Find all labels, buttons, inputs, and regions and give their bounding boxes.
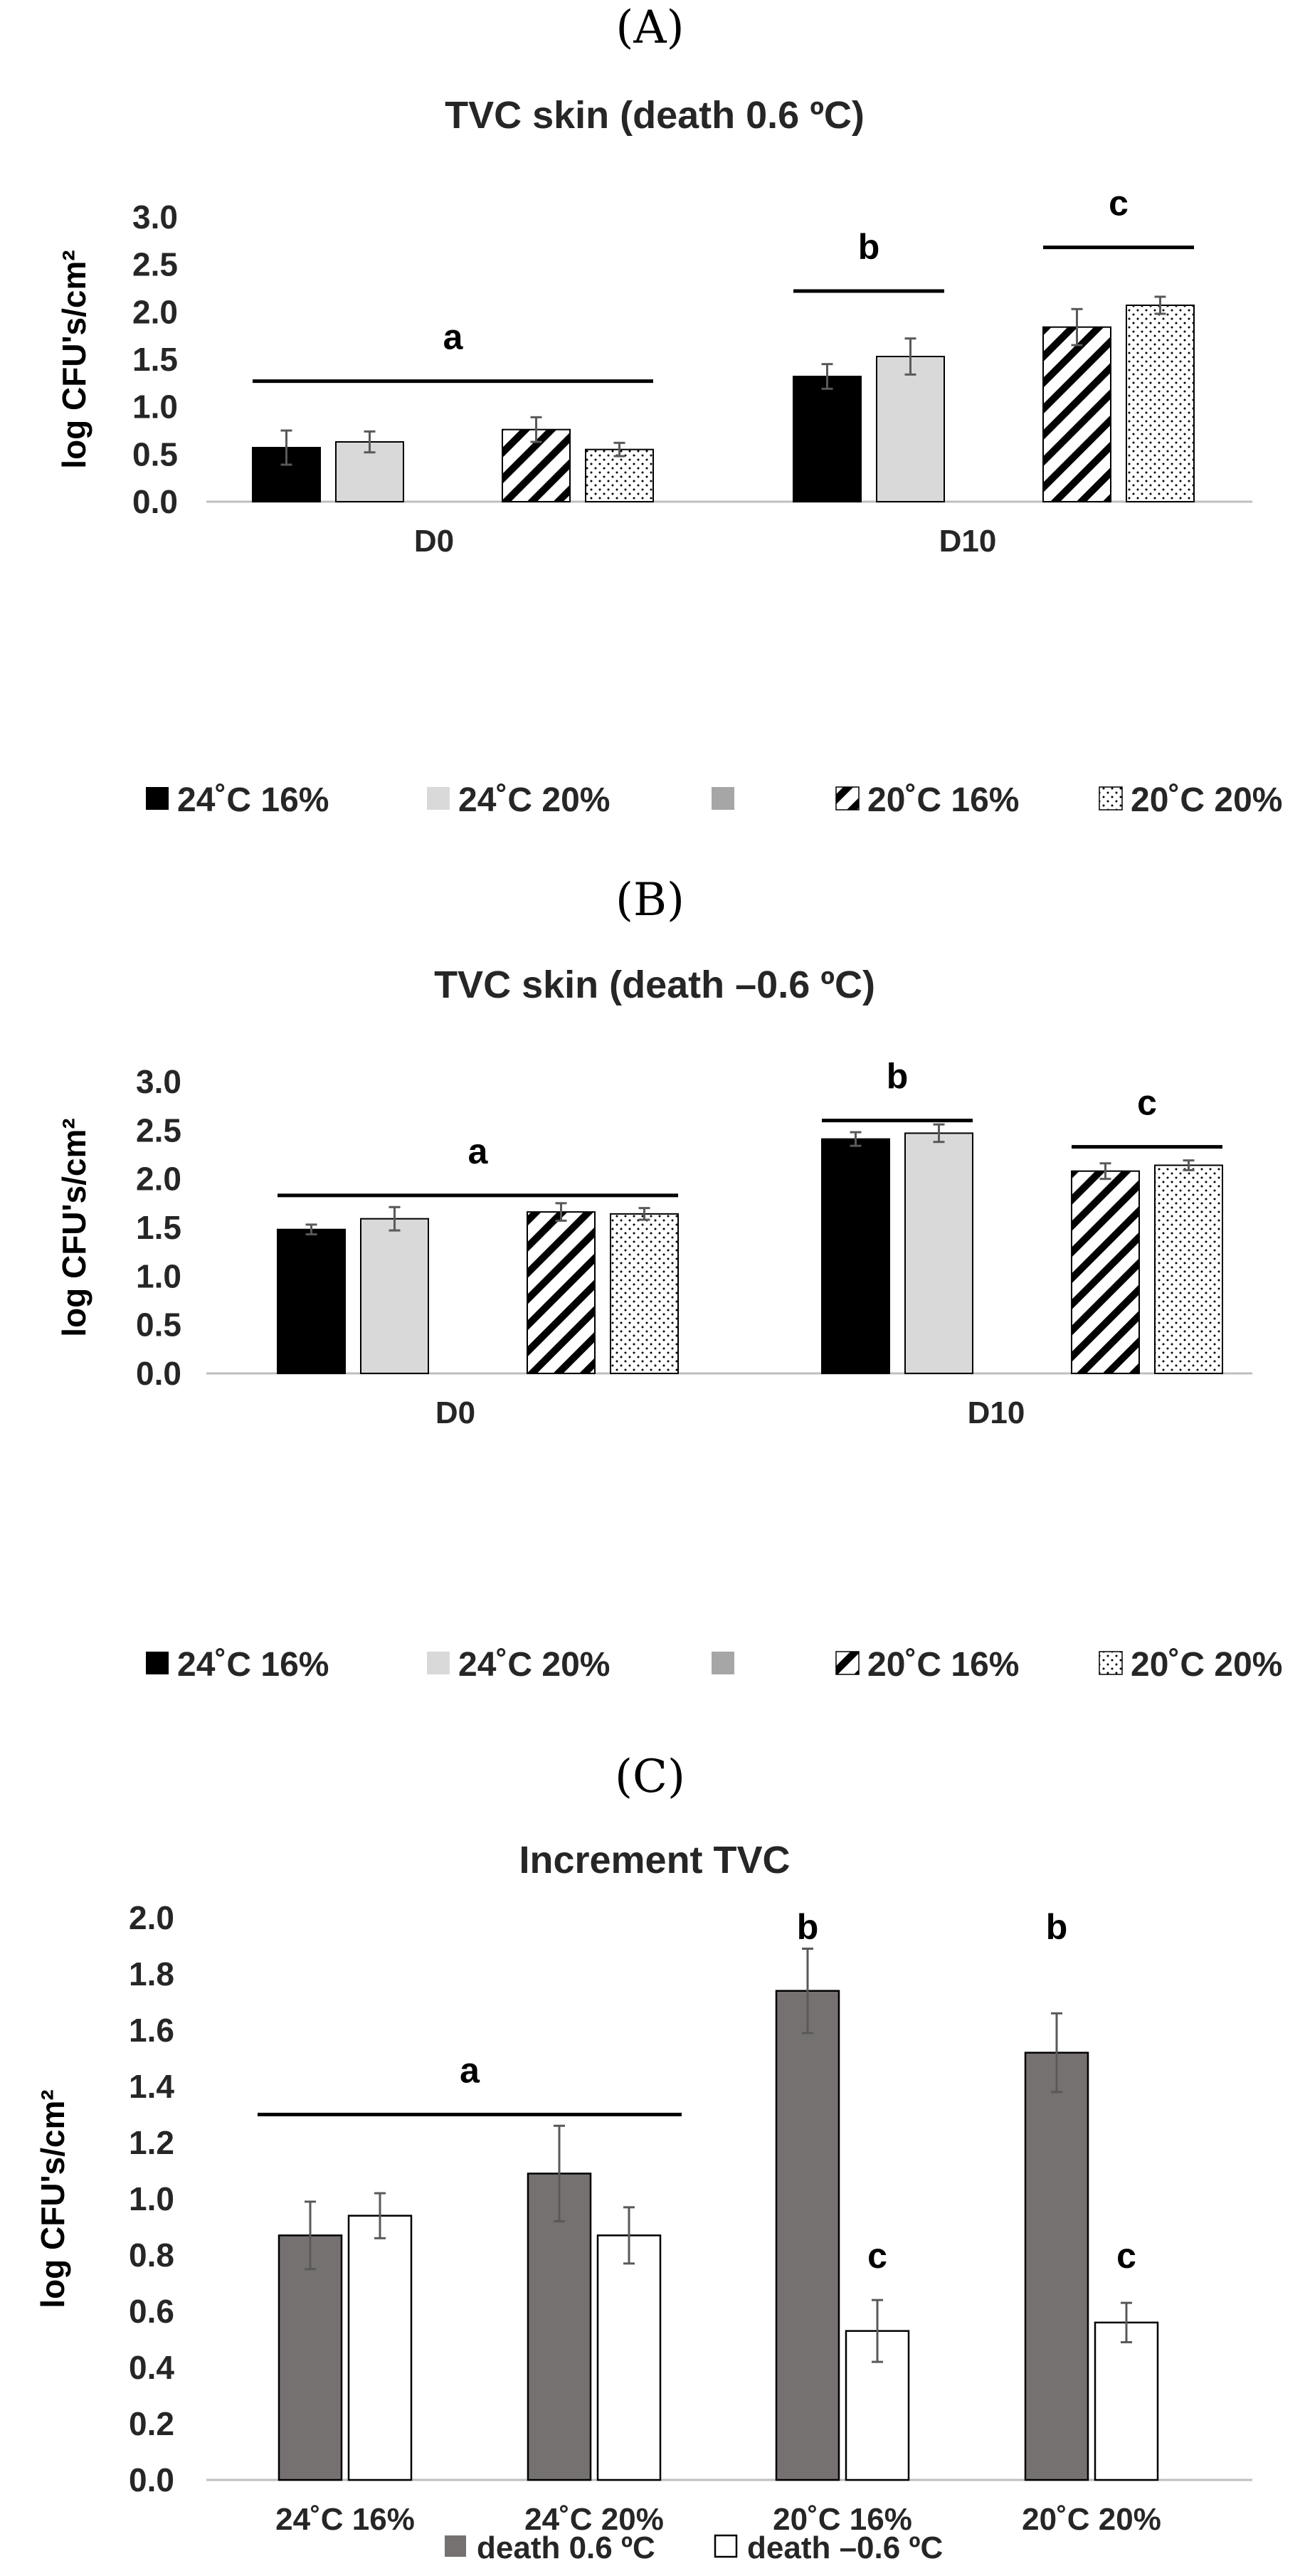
legend-swatch-1 <box>146 1652 169 1674</box>
chart-title: TVC skin (death –0.6 ºC) <box>434 964 875 1006</box>
bar-1-2 <box>347 2215 413 2481</box>
y-tick-label: 1.2 <box>129 2124 174 2161</box>
bar-2-5 <box>1154 1164 1223 1374</box>
legend-swatch-2 <box>714 2534 738 2558</box>
y-tick-label: 0.5 <box>136 1307 181 1344</box>
bar-1-1 <box>277 1228 346 1374</box>
y-tick-label: 2.5 <box>136 1112 181 1149</box>
significance-letter: b <box>887 1057 909 1097</box>
y-tick-label: 1.0 <box>129 2180 174 2217</box>
bar-2-5 <box>1126 305 1195 502</box>
y-tick-label: 2.0 <box>132 293 178 330</box>
chart-a: TVC skin (death 0.6 ºC) log CFU's/cm² 0.0 0… <box>56 94 1282 819</box>
bar-3-1 <box>775 1990 840 2481</box>
bar-2-1 <box>793 376 862 502</box>
significance-letter: c <box>1109 184 1129 223</box>
legend-swatch-5 <box>1099 786 1123 811</box>
y-tick-label: 1.6 <box>129 2012 174 2049</box>
y-tick-label: 0.6 <box>129 2293 174 2330</box>
category-label: 24˚C 20% <box>524 2502 664 2537</box>
bar-4-2 <box>1094 2321 1159 2481</box>
bar-1-5 <box>610 1213 679 1374</box>
y-tick-label: 1.4 <box>129 2068 174 2105</box>
chart-title: Increment TVC <box>519 1839 790 1881</box>
significance-letter: c <box>867 2236 887 2276</box>
chart-c: Increment TVC log CFU's/cm² 0.0 0.2 0.4 0.6 0.… <box>34 1839 1252 2565</box>
legend-swatch-2 <box>427 787 450 810</box>
bar-4-1 <box>1024 2052 1089 2481</box>
y-tick-label: 0.0 <box>129 2461 174 2498</box>
bar-2-2 <box>596 2234 662 2481</box>
y-tick-label: 0.0 <box>132 483 178 520</box>
bar-2-2 <box>876 356 945 502</box>
legend-label: 20˚C 20% <box>1131 1646 1282 1684</box>
bar-2-1 <box>821 1138 890 1374</box>
y-tick-label: 2.0 <box>136 1161 181 1198</box>
y-tick-label: 0.2 <box>129 2405 174 2442</box>
y-tick-label: 0.0 <box>136 1355 181 1392</box>
legend-label: 20˚C 16% <box>867 781 1019 819</box>
legend-label: 24˚C 20% <box>458 781 610 819</box>
bar-2-2 <box>904 1132 973 1374</box>
significance-letter: c <box>1116 2236 1136 2276</box>
y-tick-label: 0.5 <box>132 436 178 473</box>
legend-label: 24˚C 20% <box>458 1646 610 1684</box>
legend-label: 20˚C 16% <box>867 1646 1019 1684</box>
panel-label-a: (A) <box>615 1 685 54</box>
significance-letter: c <box>1137 1083 1157 1123</box>
y-tick-label: 1.8 <box>129 1955 174 1992</box>
legend-swatch-1 <box>445 2535 466 2557</box>
category-label: 20˚C 16% <box>773 2502 912 2537</box>
y-tick-label: 1.0 <box>132 389 178 426</box>
significance-letter: a <box>460 2051 480 2091</box>
legend-label: death 0.6 ºC <box>477 2530 655 2565</box>
chart-b: TVC skin (death –0.6 ºC) log CFU's/cm² 0.0… <box>56 964 1282 1684</box>
y-tick-label: 3.0 <box>132 199 178 236</box>
y-tick-label: 3.0 <box>136 1063 181 1100</box>
y-tick-label: 1.5 <box>136 1209 181 1246</box>
y-axis-label: log CFU's/cm² <box>34 2089 71 2308</box>
legend-swatch-5 <box>1099 1651 1123 1675</box>
panel-label-c: (C) <box>615 1751 685 1803</box>
category-label: D10 <box>939 524 997 559</box>
category-label: D0 <box>414 524 454 559</box>
bar-2-1 <box>527 2173 592 2481</box>
legend-swatch-3 <box>712 787 734 810</box>
significance-letter: a <box>468 1131 489 1171</box>
bar-1-1 <box>278 2234 343 2481</box>
bar-1-2 <box>360 1218 429 1375</box>
category-label: D0 <box>435 1395 475 1430</box>
y-tick-label: 2.5 <box>132 246 178 283</box>
legend-label: death –0.6 ºC <box>747 2530 943 2565</box>
legend-label: 20˚C 20% <box>1131 781 1282 819</box>
category-label: 20˚C 20% <box>1022 2502 1161 2537</box>
bar-1-5 <box>585 448 654 503</box>
chart-title: TVC skin (death 0.6 ºC) <box>445 94 865 137</box>
legend-swatch-3 <box>712 1652 734 1674</box>
legend-label: 24˚C 16% <box>177 1646 329 1684</box>
y-tick-label: 1.0 <box>136 1257 181 1294</box>
panel-label-b: (B) <box>615 874 685 927</box>
y-tick-label: 2.0 <box>129 1899 174 1936</box>
significance-letter: b <box>1046 1907 1068 1947</box>
legend-swatch-4 <box>835 1651 860 1675</box>
bar-2-4 <box>1071 1170 1140 1374</box>
category-label: 24˚C 16% <box>275 2502 415 2537</box>
y-axis-label: log CFU's/cm² <box>56 1118 93 1336</box>
y-axis-label: log CFU's/cm² <box>56 250 93 468</box>
legend-label: 24˚C 16% <box>177 781 329 819</box>
y-tick-label: 0.4 <box>129 2349 174 2386</box>
category-label: D10 <box>968 1395 1025 1430</box>
legend-swatch-2 <box>427 1652 450 1674</box>
legend-swatch-1 <box>146 787 169 810</box>
bar-2-4 <box>1042 326 1111 502</box>
significance-letter: b <box>797 1907 819 1947</box>
significance-letter: a <box>443 317 464 357</box>
y-tick-label: 0.8 <box>129 2237 174 2274</box>
legend-swatch-4 <box>835 786 860 811</box>
bar-1-4 <box>527 1211 596 1374</box>
significance-letter: b <box>858 227 880 267</box>
y-tick-label: 1.5 <box>132 341 178 378</box>
